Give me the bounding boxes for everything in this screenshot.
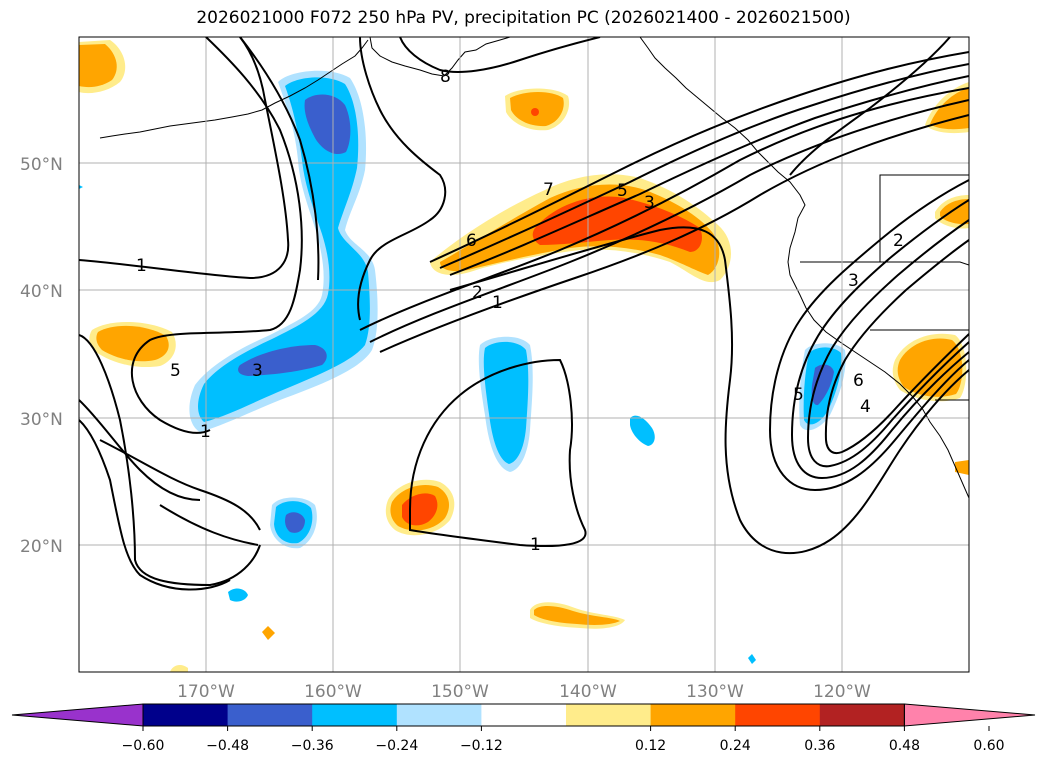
colorbar-segment [819,704,905,726]
lat-label: 20°N [20,537,63,557]
contour-label: 6 [466,231,477,251]
contour-label: 1 [530,535,541,555]
contour-label: 3 [848,271,859,291]
colorbar-tick-label: 0.36 [804,738,835,754]
contour-label: 4 [860,397,871,417]
pv-contours [79,37,969,591]
lat-label: 40°N [20,282,63,302]
contour-label: 3 [644,193,655,213]
colorbar: −0.60 −0.48 −0.36 −0.24 −0.12 0.12 0.24 0.36 0.4… [11,703,1036,754]
contour-label: 5 [170,361,181,381]
colorbar-outline [142,703,905,727]
lat-axis-labels: 50°N 40°N 30°N 20°N [20,155,63,557]
lon-axis-labels: 170°W 160°W 150°W 140°W 130°W 120°W [177,682,871,702]
contour-label: 7 [543,180,554,200]
colorbar-tick-label: −0.48 [206,738,249,754]
map-title: 2026021000 F072 250 hPa PV, precipitatio… [196,8,851,28]
lon-label: 160°W [304,682,362,702]
contour-label-group: 8 7 5 3 6 2 1 1 5 3 1 2 3 5 6 4 1 [136,67,904,555]
lat-label: 30°N [20,410,63,430]
colorbar-tick-label: −0.36 [291,738,334,754]
colorbar-segment [566,704,652,726]
lon-label: 120°W [813,682,871,702]
colorbar-tick-label: 0.24 [720,738,751,754]
lon-label: 130°W [686,682,744,702]
colorbar-segment [735,704,821,726]
lat-label: 50°N [20,155,63,175]
contour-label: 2 [472,283,483,303]
colorbar-segment [481,704,567,726]
contour-label: 1 [200,422,211,442]
lon-label: 150°W [431,682,489,702]
colorbar-segment [396,704,482,726]
contour-label: 5 [793,385,804,405]
map-frame [78,36,970,673]
colorbar-tick-label: −0.12 [460,738,503,754]
colorbar-tick-label: 0.12 [635,738,666,754]
colorbar-segment [650,704,736,726]
lon-label: 140°W [559,682,617,702]
contour-label: 5 [617,181,628,201]
colorbar-segment [227,704,313,726]
contour-label: 2 [893,231,904,251]
colorbar-segment [143,704,229,726]
contour-label: 1 [136,256,147,276]
contour-label: 6 [853,371,864,391]
colorbar-segment [312,704,398,726]
colorbar-extend-min [11,703,144,727]
contour-label: 1 [492,293,503,313]
lon-label: 170°W [177,682,235,702]
contour-label: 3 [252,361,263,381]
contour-label: 8 [440,67,451,87]
colorbar-tick-label: −0.24 [375,738,418,754]
colorbar-tick-label: 0.60 [973,738,1004,754]
colorbar-tick-label: 0.48 [889,738,920,754]
colorbar-tick-label: −0.60 [122,738,165,754]
negative-shading [79,70,846,664]
colorbar-extend-max [903,703,1036,727]
